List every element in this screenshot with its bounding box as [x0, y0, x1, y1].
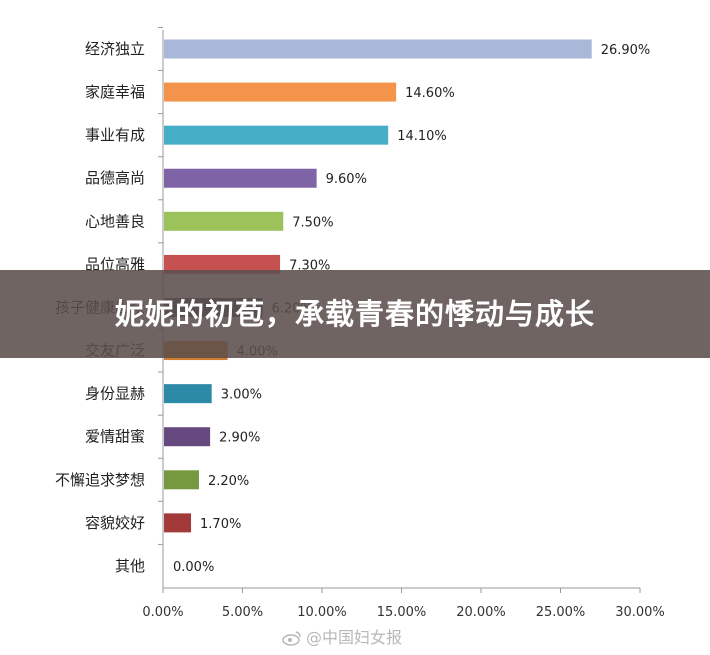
- bar: [164, 168, 317, 188]
- category-label: 事业有成: [85, 126, 145, 144]
- data-label: 2.20%: [208, 474, 249, 489]
- category-label: 家庭幸福: [85, 83, 145, 101]
- x-tick-label: 10.00%: [297, 605, 347, 620]
- data-label: 2.90%: [219, 431, 260, 446]
- x-tick-label: 15.00%: [377, 605, 427, 620]
- bar: [164, 82, 397, 102]
- bar: [164, 125, 389, 145]
- article-title: 妮妮的初苞，承载青春的悸动与成长: [114, 297, 595, 331]
- category-label: 品位高雅: [85, 255, 145, 273]
- category-label: 容貌姣好: [85, 514, 145, 532]
- data-label: 7.50%: [292, 215, 333, 230]
- category-label: 其他: [115, 557, 145, 575]
- data-label: 3.00%: [221, 388, 262, 403]
- bar: [164, 384, 212, 404]
- weibo-icon: [282, 631, 301, 646]
- bar: [164, 254, 281, 274]
- data-label: 1.70%: [200, 517, 241, 532]
- bar: [164, 513, 192, 533]
- x-tick-label: 0.00%: [142, 605, 183, 620]
- bar: [164, 39, 592, 59]
- bar: [164, 427, 211, 447]
- bar: [164, 211, 284, 231]
- x-tick-label: 5.00%: [222, 605, 263, 620]
- category-label: 经济独立: [85, 40, 145, 58]
- bar: [164, 470, 199, 490]
- data-label: 14.60%: [405, 86, 455, 101]
- category-label: 身份显赫: [85, 385, 145, 403]
- data-label: 9.60%: [326, 172, 367, 187]
- category-label: 心地善良: [85, 212, 145, 230]
- watermark-text: @中国妇女报: [306, 628, 403, 647]
- watermark: @中国妇女报: [282, 624, 402, 648]
- category-label: 品德高尚: [85, 169, 145, 187]
- data-label: 7.30%: [289, 258, 330, 273]
- category-label: 爱情甜蜜: [85, 428, 145, 446]
- x-tick-label: 20.00%: [456, 605, 506, 620]
- x-tick-label: 30.00%: [615, 605, 665, 620]
- data-label: 0.00%: [173, 560, 214, 575]
- x-tick-label: 25.00%: [536, 605, 586, 620]
- category-label: 不懈追求梦想: [55, 471, 145, 489]
- data-label: 26.90%: [601, 43, 651, 58]
- data-label: 14.10%: [397, 129, 447, 144]
- title-banner: 妮妮的初苞，承载青春的悸动与成长: [0, 270, 710, 358]
